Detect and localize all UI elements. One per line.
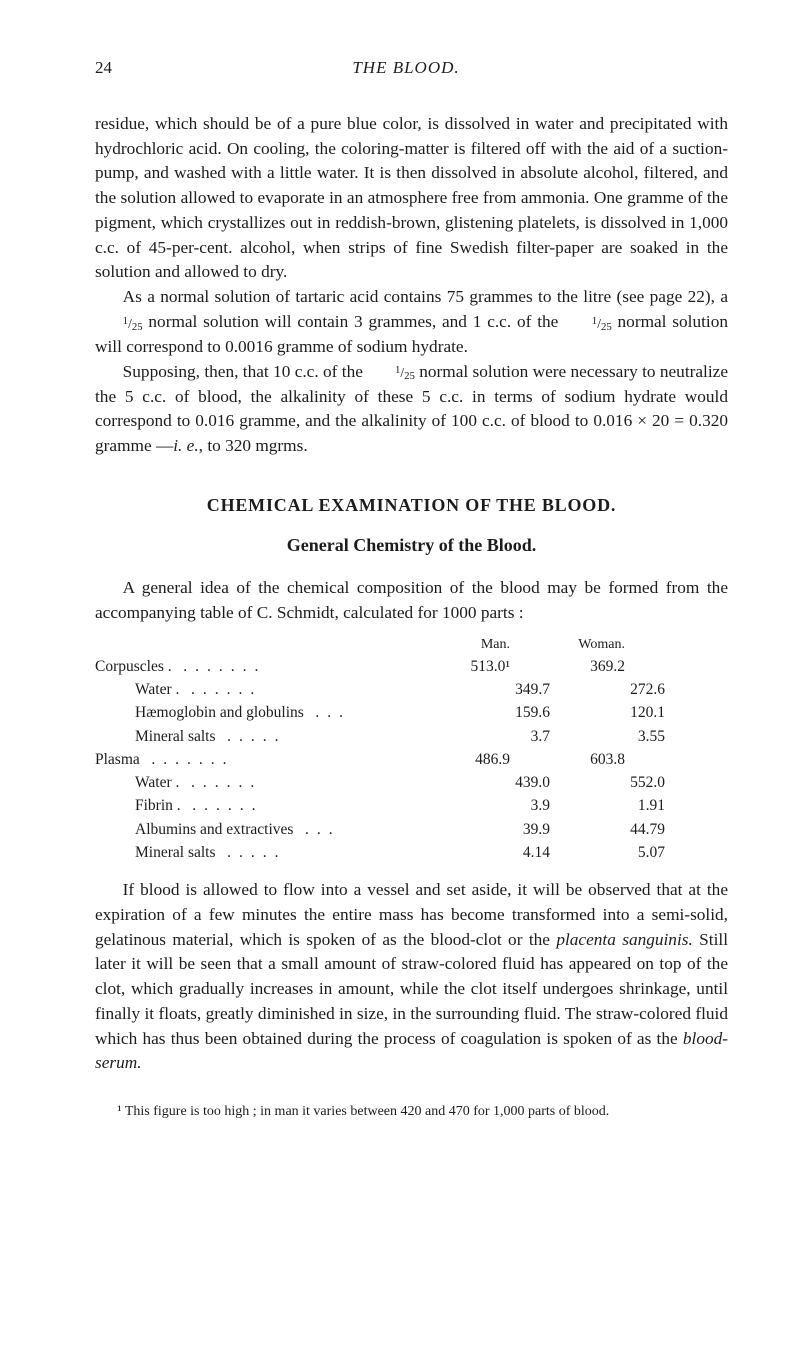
paragraph-4: A general idea of the chemical compositi… [95, 576, 728, 625]
paragraph-5: If blood is allowed to flow into a vesse… [95, 878, 728, 1076]
p5-italic-1: placenta sanguinis. [556, 930, 692, 949]
section-title: CHEMICAL EXAMINATION OF THE BLOOD. [95, 493, 728, 519]
table-row: Fibrin . ......3.91.91 [95, 794, 728, 817]
composition-table: Man. Woman. Corpuscles . .......513.0¹36… [95, 634, 728, 864]
cell-woman: 1.91 [580, 794, 665, 817]
fraction-1-25: 1/25 [95, 314, 143, 335]
cell-woman: 552.0 [580, 771, 665, 794]
p3-part-d: , to 320 mgrms. [199, 436, 308, 455]
table-row: Mineral salts .....4.145.07 [95, 841, 728, 864]
row-label: Hæmoglobin and globulins ... [95, 701, 455, 724]
body-text-block: residue, which should be of a pure blue … [95, 112, 728, 1121]
p3-part-a: Supposing, then, that 10 c.c. of the [123, 362, 368, 381]
cell-woman: 3.55 [580, 725, 665, 748]
cell-man: 513.0¹ [415, 655, 540, 678]
p2-part-b: normal solution will contain 3 grammes, … [143, 312, 565, 331]
row-label: Albumins and extractives ... [95, 818, 455, 841]
paragraph-1: residue, which should be of a pure blue … [95, 112, 728, 285]
paragraph-2: As a normal solution of tartaric acid co… [95, 285, 728, 360]
paragraph-3: Supposing, then, that 10 c.c. of the 1/2… [95, 360, 728, 459]
row-label: Corpuscles . ....... [95, 655, 415, 678]
fraction-den: 25 [404, 370, 415, 382]
row-label: Mineral salts ..... [95, 725, 455, 748]
subsection-title: General Chemistry of the Blood. [95, 533, 728, 559]
running-title: THE BLOOD. [112, 58, 700, 78]
fraction-1-25: 1/25 [564, 314, 612, 335]
fraction-1-25: 1/25 [367, 363, 415, 384]
cell-man: 349.7 [455, 678, 580, 701]
column-header-man: Man. [415, 634, 540, 655]
cell-man: 486.9 [415, 748, 540, 771]
fraction-den: 25 [132, 320, 143, 332]
table-row: Mineral salts .....3.73.55 [95, 725, 728, 748]
fraction-den: 25 [601, 320, 612, 332]
cell-woman: 5.07 [580, 841, 665, 864]
column-header-woman: Woman. [540, 634, 625, 655]
cell-woman: 44.79 [580, 818, 665, 841]
cell-man: 4.14 [455, 841, 580, 864]
table-row: Albumins and extractives ...39.944.79 [95, 818, 728, 841]
table-row: Water . ......349.7272.6 [95, 678, 728, 701]
table-header-spacer [95, 634, 415, 655]
cell-man: 3.7 [455, 725, 580, 748]
table-row: Water . ......439.0552.0 [95, 771, 728, 794]
cell-man: 3.9 [455, 794, 580, 817]
table-row: Corpuscles . .......513.0¹369.2 [95, 655, 728, 678]
p2-part-a: As a normal solution of tartaric acid co… [123, 287, 728, 306]
cell-woman: 120.1 [580, 701, 665, 724]
row-label: Plasma ....... [95, 748, 415, 771]
table-row: Plasma .......486.9603.8 [95, 748, 728, 771]
footnote-text: ¹ This figure is too high ; in man it va… [95, 1102, 728, 1121]
running-head: 24 THE BLOOD. [95, 58, 728, 78]
row-label: Water . ...... [95, 771, 455, 794]
row-label: Fibrin . ...... [95, 794, 455, 817]
cell-man: 439.0 [455, 771, 580, 794]
table-header-row: Man. Woman. [95, 634, 728, 655]
cell-woman: 272.6 [580, 678, 665, 701]
footnote-block: ¹ This figure is too high ; in man it va… [95, 1102, 728, 1121]
page-number: 24 [95, 58, 112, 78]
p3-italic: i. e. [173, 436, 198, 455]
book-page: 24 THE BLOOD. residue, which should be o… [0, 0, 800, 1346]
row-label: Water . ...... [95, 678, 455, 701]
cell-man: 159.6 [455, 701, 580, 724]
cell-woman: 369.2 [540, 655, 625, 678]
table-body: Corpuscles . .......513.0¹369.2Water . .… [95, 655, 728, 864]
cell-woman: 603.8 [540, 748, 625, 771]
cell-man: 39.9 [455, 818, 580, 841]
row-label: Mineral salts ..... [95, 841, 455, 864]
table-row: Hæmoglobin and globulins ...159.6120.1 [95, 701, 728, 724]
